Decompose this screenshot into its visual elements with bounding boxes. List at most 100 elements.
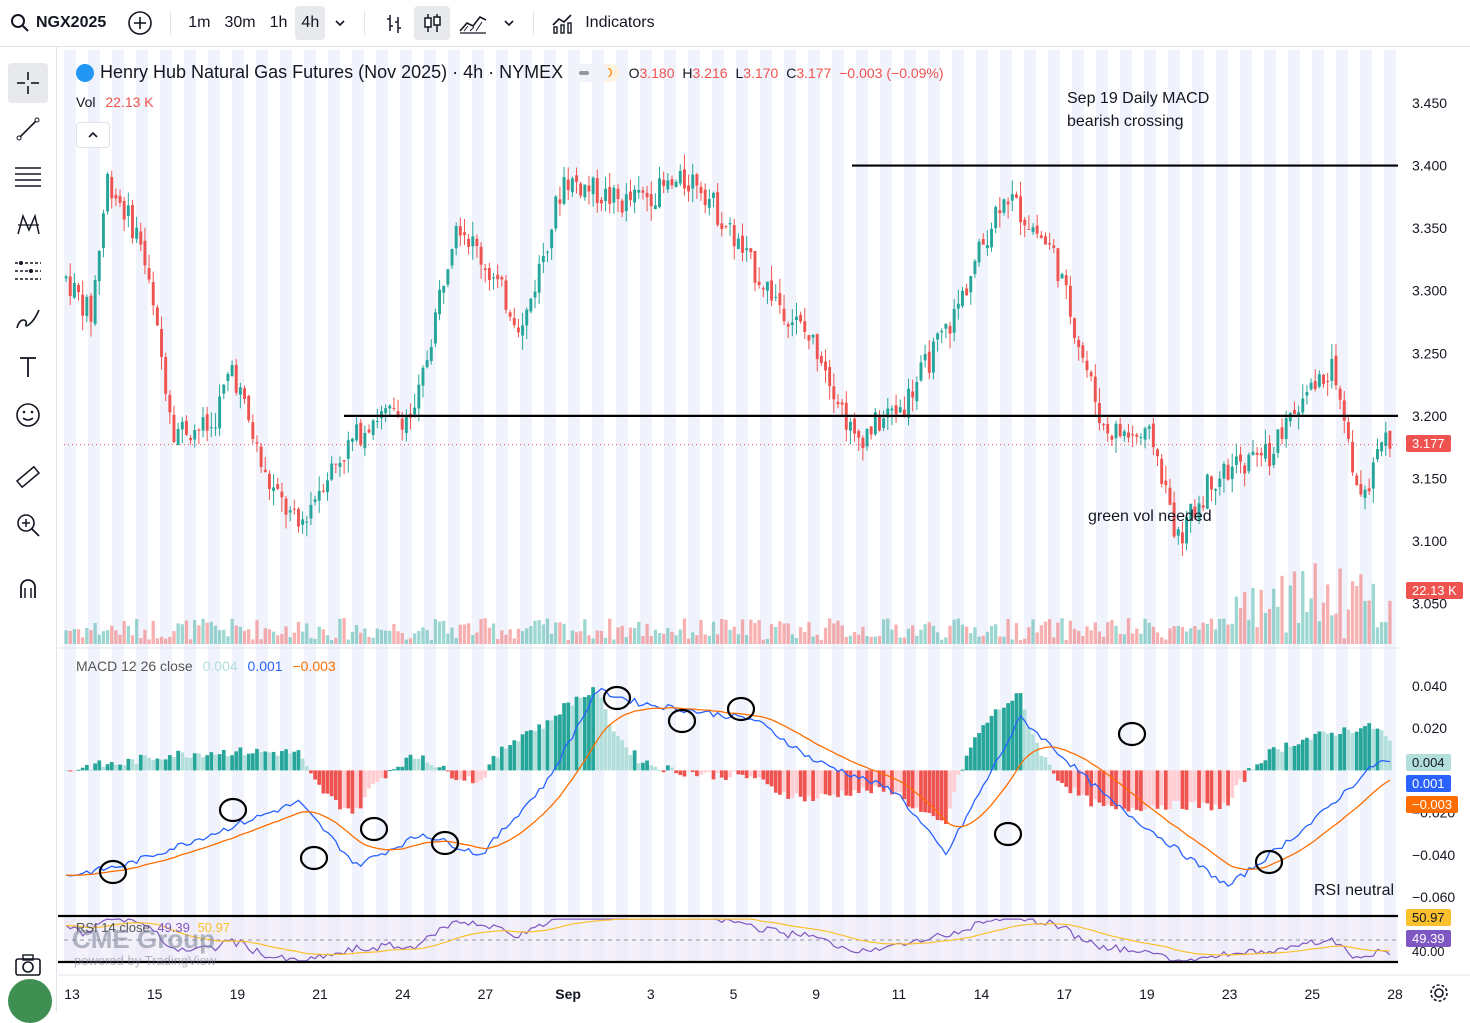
zoom-tool[interactable] bbox=[8, 505, 48, 545]
interval-4h[interactable]: 4h bbox=[295, 6, 326, 40]
rsi-neutral-annotation: RSI neutral bbox=[1314, 882, 1395, 899]
indicators-button[interactable]: Indicators bbox=[545, 6, 660, 40]
volume-bar bbox=[413, 633, 417, 644]
measure-tool[interactable] bbox=[8, 457, 48, 497]
candle-body bbox=[608, 186, 612, 204]
candle-body bbox=[388, 405, 392, 409]
volume-bar bbox=[114, 630, 118, 644]
candle-body bbox=[487, 268, 491, 280]
cookie-icon[interactable] bbox=[8, 979, 52, 1023]
rsi-ma-badge: 50.97 bbox=[1406, 909, 1451, 926]
volume-bar bbox=[736, 634, 741, 644]
volume-bar bbox=[1056, 622, 1060, 644]
session-stripe bbox=[904, 50, 916, 962]
macd-histogram-bar bbox=[807, 770, 811, 797]
macd-histogram-bar bbox=[429, 765, 434, 771]
volume-bar bbox=[126, 625, 130, 644]
candle-body bbox=[110, 176, 114, 199]
compare-button[interactable] bbox=[121, 6, 159, 40]
volume-bar bbox=[632, 628, 637, 644]
interval-1h[interactable]: 1h bbox=[269, 14, 288, 31]
interval-1m[interactable]: 1m bbox=[188, 14, 211, 31]
volume-bar bbox=[471, 634, 475, 644]
macd-histogram-bar bbox=[703, 770, 708, 773]
chart-canvas[interactable]: 3.450 3.400 3.350 3.300 3.250 3.200 3.150 3.100… bbox=[58, 47, 1470, 1012]
macd-histogram-bar bbox=[782, 770, 786, 793]
candle-body bbox=[1330, 358, 1334, 381]
candle-body bbox=[433, 312, 437, 344]
collapse-legend-button[interactable] bbox=[76, 122, 110, 148]
candle-body bbox=[757, 281, 761, 285]
candle-body bbox=[815, 334, 819, 360]
trend-line-tool[interactable] bbox=[8, 109, 48, 149]
macd-histogram-bar bbox=[1060, 770, 1064, 784]
pattern-tool[interactable] bbox=[8, 205, 48, 245]
candle-body bbox=[471, 236, 475, 247]
volume-bar bbox=[674, 635, 678, 644]
volume-bar bbox=[197, 625, 201, 644]
volume-bar bbox=[649, 636, 653, 644]
interval-dropdown[interactable] bbox=[327, 6, 353, 40]
candle-body bbox=[1002, 199, 1006, 213]
brush-tool[interactable] bbox=[8, 299, 48, 339]
chart-title[interactable]: Henry Hub Natural Gas Futures (Nov 2025)… bbox=[100, 62, 564, 82]
candle-chart-style-button[interactable] bbox=[414, 6, 451, 40]
candle-body bbox=[1118, 423, 1122, 437]
candle-body bbox=[89, 295, 93, 322]
macd-histogram-bar bbox=[1105, 770, 1110, 805]
volume-bar bbox=[375, 628, 379, 644]
bar-chart-style-button[interactable] bbox=[376, 6, 412, 40]
volume-bar bbox=[525, 628, 529, 644]
macd-histogram-bar bbox=[1388, 740, 1392, 771]
candle-body bbox=[529, 298, 533, 312]
volume-bar bbox=[296, 621, 301, 644]
candle-body bbox=[321, 490, 325, 492]
volume-bar bbox=[201, 618, 205, 644]
macd-histogram-bar bbox=[1309, 739, 1313, 771]
volume-bar bbox=[873, 636, 877, 644]
volume-bar bbox=[1247, 619, 1251, 644]
candle-body bbox=[226, 373, 230, 382]
volume-bar bbox=[591, 638, 595, 644]
volume-bar bbox=[450, 627, 454, 644]
volume-bar bbox=[1139, 633, 1143, 644]
macd-histogram-bar bbox=[890, 770, 894, 795]
forecast-tool[interactable] bbox=[8, 251, 48, 291]
emoji-tool[interactable] bbox=[8, 395, 48, 435]
candle-body bbox=[421, 367, 425, 386]
symbol-search[interactable]: NGX2025 bbox=[4, 6, 112, 40]
macd-histogram-bar bbox=[562, 703, 566, 771]
candle-body bbox=[981, 238, 985, 245]
settings-gear-button[interactable] bbox=[1428, 982, 1450, 1009]
magnet-tool[interactable] bbox=[8, 569, 48, 609]
crosshair-tool[interactable] bbox=[8, 63, 48, 103]
volume-bar bbox=[703, 634, 707, 644]
macd-histogram-bar bbox=[1238, 770, 1243, 780]
candle-body bbox=[873, 412, 877, 435]
volume-bar bbox=[1176, 625, 1180, 644]
macd-histogram-bar bbox=[259, 752, 263, 771]
candle-body bbox=[836, 402, 840, 405]
screenshot-button[interactable] bbox=[8, 945, 48, 985]
volume-bar bbox=[728, 629, 732, 644]
text-tool[interactable] bbox=[8, 347, 48, 387]
candle-body bbox=[1214, 489, 1218, 491]
volume-bar bbox=[545, 618, 550, 644]
volume-bar bbox=[857, 634, 861, 644]
candle-body bbox=[1297, 412, 1301, 416]
candle-body bbox=[1317, 374, 1321, 387]
candle-body bbox=[380, 411, 383, 419]
chart-legend: Henry Hub Natural Gas Futures (Nov 2025)… bbox=[76, 62, 944, 83]
area-chart-style-button[interactable] bbox=[452, 6, 494, 40]
candle-body bbox=[442, 285, 446, 293]
candle-body bbox=[1334, 355, 1338, 386]
interval-30m[interactable]: 30m bbox=[224, 14, 256, 31]
fib-tool[interactable] bbox=[8, 157, 48, 197]
session-stripe bbox=[664, 50, 676, 962]
volume-bar bbox=[815, 634, 819, 644]
chart-style-dropdown[interactable] bbox=[496, 6, 522, 40]
volume-bar bbox=[1243, 592, 1247, 644]
macd-histogram-bar bbox=[350, 770, 355, 814]
candle-body bbox=[359, 422, 363, 445]
volume-bar bbox=[1180, 626, 1185, 644]
